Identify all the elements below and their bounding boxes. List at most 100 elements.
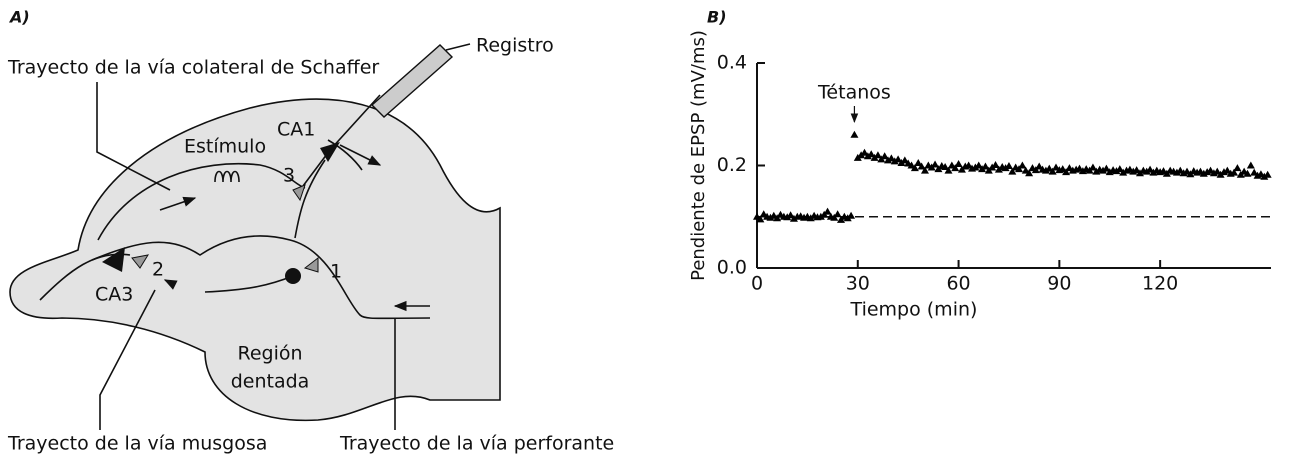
point	[1048, 167, 1057, 175]
point	[1213, 167, 1222, 175]
annotation: Tétanos	[817, 82, 891, 104]
point	[1172, 168, 1181, 176]
label: Trayecto de la vía musgosa	[7, 433, 267, 455]
point	[941, 163, 950, 171]
point	[1062, 168, 1071, 176]
point	[1260, 172, 1269, 180]
ca3-neuron	[102, 247, 125, 272]
point	[920, 166, 929, 174]
stimulus-electrode	[214, 170, 240, 183]
point	[917, 162, 926, 170]
label: 3	[283, 165, 295, 187]
point	[1045, 164, 1054, 172]
point	[773, 214, 782, 222]
axon	[327, 139, 363, 171]
point	[1132, 166, 1141, 174]
x-tick-label: 120	[1142, 273, 1178, 295]
point	[1102, 164, 1111, 172]
label: Región	[237, 343, 302, 365]
point	[1115, 165, 1124, 173]
point	[1263, 170, 1272, 178]
label: Trayecto de la vía perforante	[339, 433, 614, 455]
dendrite	[294, 159, 326, 239]
leader-line	[96, 82, 171, 191]
point	[1233, 164, 1242, 172]
point	[1119, 168, 1128, 176]
hippocampus-diagram	[9, 43, 501, 430]
label: CA1	[277, 119, 315, 141]
point	[931, 160, 940, 168]
point	[951, 164, 960, 172]
point	[756, 215, 765, 223]
point	[1041, 166, 1050, 174]
y-tick-label: 0.0	[717, 257, 747, 279]
point	[766, 213, 775, 221]
label: dentada	[231, 371, 310, 393]
point	[1001, 164, 1010, 172]
point	[823, 207, 832, 215]
tissue-outline	[9, 98, 501, 422]
point	[1142, 167, 1151, 175]
point	[1015, 165, 1024, 173]
point	[1031, 166, 1040, 174]
synapse-3	[292, 184, 306, 202]
point	[1250, 168, 1259, 176]
point	[944, 166, 953, 174]
point	[1092, 167, 1101, 175]
arrow	[339, 144, 382, 166]
point	[914, 158, 923, 166]
point	[991, 160, 1000, 168]
leader-line	[445, 43, 471, 51]
granule-cell	[285, 268, 301, 284]
point	[880, 152, 889, 160]
electrode	[370, 44, 454, 118]
point	[894, 155, 903, 163]
point	[789, 214, 798, 222]
label: 1	[330, 261, 342, 283]
x-axis-label: Tiempo (min)	[850, 299, 978, 321]
x-tick-label: 90	[1047, 273, 1071, 295]
point	[786, 211, 795, 219]
point	[890, 157, 899, 165]
x-tick-label: 0	[751, 273, 763, 295]
leader-line	[99, 289, 156, 430]
point	[816, 212, 825, 220]
ca1-neuron	[320, 142, 340, 162]
x-tick-label: 30	[846, 273, 870, 295]
point	[1246, 161, 1255, 169]
synapse-2	[131, 254, 150, 269]
point	[1099, 166, 1108, 174]
synapse-1	[303, 256, 319, 273]
point	[884, 156, 893, 164]
point	[971, 163, 980, 171]
point	[887, 154, 896, 162]
point	[1008, 167, 1017, 175]
y-tick-label: 0.4	[717, 52, 747, 74]
label: Estímulo	[184, 136, 266, 158]
point	[1058, 165, 1067, 173]
y-axis-label: Pendiente de EPSP (mV/ms)	[688, 30, 709, 281]
point	[964, 161, 973, 169]
point	[830, 213, 839, 221]
arrow	[163, 279, 178, 290]
point	[1146, 165, 1155, 173]
point	[1230, 168, 1239, 176]
point	[1243, 169, 1252, 177]
label: CA3	[95, 284, 133, 306]
label: Trayecto de la vía colateral de Schaffer	[7, 57, 379, 79]
point	[860, 148, 869, 156]
x-tick-label: 60	[946, 273, 970, 295]
point	[833, 210, 842, 218]
point	[1149, 168, 1158, 176]
point	[1035, 162, 1044, 170]
point	[1112, 167, 1121, 175]
point	[867, 150, 876, 158]
arrow	[159, 196, 197, 211]
point	[873, 151, 882, 159]
point	[863, 152, 872, 160]
y-tick-label: 0.2	[717, 154, 747, 176]
point	[850, 130, 859, 138]
panel-label: A)	[8, 8, 30, 27]
